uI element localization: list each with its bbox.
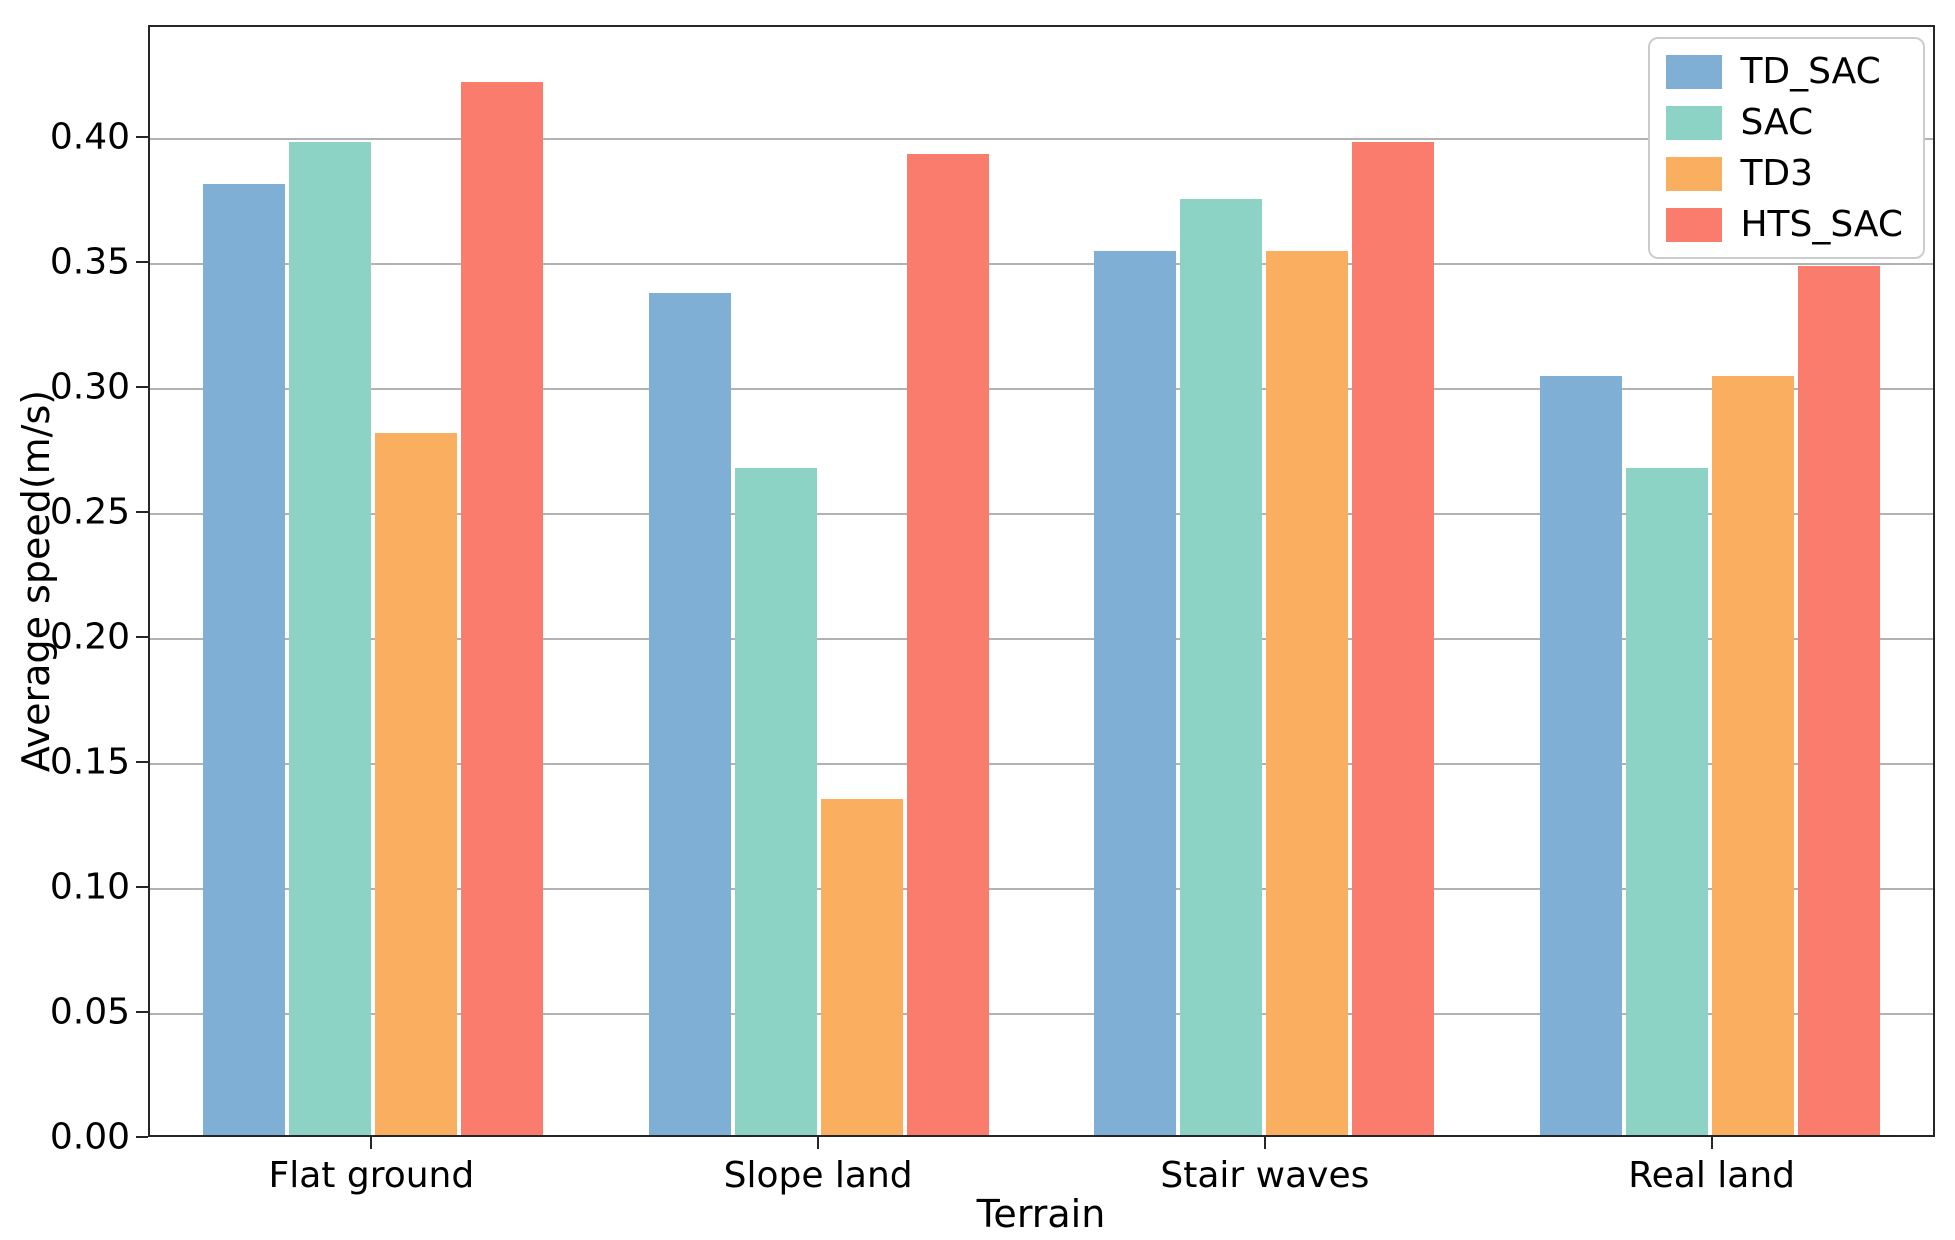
bar-TD3-flat-ground <box>374 432 457 1135</box>
x-tick-mark <box>1710 1137 1713 1149</box>
y-tick-label: 0.30 <box>49 366 130 408</box>
bar-SAC-stair-waves <box>1180 198 1263 1135</box>
bar-TD3-slope-land <box>820 798 903 1135</box>
gridline-y-0.30 <box>150 388 1933 391</box>
y-tick-label: 0.15 <box>49 741 130 783</box>
legend-swatch-TD_SAC <box>1666 54 1723 89</box>
y-tick-label: 0.20 <box>49 616 130 658</box>
gridline-y-0.20 <box>150 638 1933 641</box>
bar-group-flat-ground <box>150 27 596 1135</box>
legend-entry-SAC: SAC <box>1666 102 1903 143</box>
bar-group-real-land <box>1487 27 1933 1135</box>
gridline-y-0.35 <box>150 263 1933 266</box>
bar-TD_SAC-stair-waves <box>1094 251 1177 1135</box>
legend-label-SAC: SAC <box>1740 102 1814 143</box>
y-tick-mark <box>136 886 148 889</box>
legend-swatch-SAC <box>1666 105 1723 140</box>
x-tick-mark <box>817 1137 820 1149</box>
bar-TD_SAC-flat-ground <box>202 183 285 1135</box>
x-tick-mark <box>370 1137 373 1149</box>
gridline-y-0.15 <box>150 763 1933 766</box>
x-tick-label-stair-waves: Stair waves <box>1160 1155 1370 1196</box>
bar-group-stair-waves <box>1042 27 1488 1135</box>
gridline-y-0.25 <box>150 513 1933 516</box>
gridline-y-0.40 <box>150 138 1933 141</box>
x-tick-label-flat-ground: Flat ground <box>268 1155 475 1196</box>
plot-area: TD_SAC SAC TD3 HTS_SAC <box>148 25 1935 1137</box>
y-tick-mark <box>136 261 148 264</box>
y-tick-label: 0.40 <box>49 116 130 158</box>
bar-TD3-real-land <box>1712 375 1795 1135</box>
bar-HTS_SAC-slope-land <box>906 153 989 1135</box>
y-tick-label: 0.10 <box>49 866 130 908</box>
bar-TD3-stair-waves <box>1266 251 1349 1135</box>
legend-swatch-HTS_SAC <box>1666 207 1723 242</box>
bar-group-slope-land <box>596 27 1042 1135</box>
legend-entry-TD_SAC: TD_SAC <box>1666 51 1903 92</box>
y-tick-mark <box>136 1011 148 1014</box>
x-tick-mark <box>1263 1137 1266 1149</box>
y-tick-mark <box>136 1136 148 1138</box>
y-tick-mark <box>136 136 148 139</box>
bar-HTS_SAC-real-land <box>1798 266 1881 1135</box>
legend-label-HTS_SAC: HTS_SAC <box>1740 204 1903 245</box>
bar-HTS_SAC-stair-waves <box>1352 141 1435 1135</box>
y-tick-mark <box>136 636 148 639</box>
bar-groups <box>150 27 1933 1135</box>
y-tick-label: 0.35 <box>49 241 130 283</box>
legend-swatch-TD3 <box>1666 156 1723 191</box>
bar-SAC-slope-land <box>734 467 817 1135</box>
bar-HTS_SAC-flat-ground <box>460 81 543 1135</box>
gridline-y-0.05 <box>150 1013 1933 1016</box>
y-tick-mark <box>136 761 148 764</box>
x-axis-title: Terrain <box>976 1192 1106 1236</box>
legend-entry-TD3: TD3 <box>1666 153 1903 194</box>
bar-TD_SAC-real-land <box>1540 375 1623 1135</box>
bar-SAC-flat-ground <box>288 141 371 1135</box>
y-tick-label: 0.25 <box>49 491 130 533</box>
legend-entry-HTS_SAC: HTS_SAC <box>1666 204 1903 245</box>
legend-label-TD_SAC: TD_SAC <box>1740 51 1881 92</box>
legend: TD_SAC SAC TD3 HTS_SAC <box>1648 37 1925 259</box>
y-axis-title: Average speed(m/s) <box>14 389 58 773</box>
y-tick-mark <box>136 511 148 514</box>
legend-label-TD3: TD3 <box>1740 153 1814 194</box>
y-tick-mark <box>136 386 148 389</box>
x-tick-label-slope-land: Slope land <box>723 1155 913 1196</box>
bar-TD_SAC-slope-land <box>648 293 731 1135</box>
bar-SAC-real-land <box>1626 467 1709 1135</box>
y-tick-label: 0.05 <box>49 991 130 1033</box>
gridline-y-0.10 <box>150 888 1933 891</box>
x-tick-label-real-land: Real land <box>1628 1155 1796 1196</box>
y-tick-label: 0.00 <box>49 1116 130 1158</box>
